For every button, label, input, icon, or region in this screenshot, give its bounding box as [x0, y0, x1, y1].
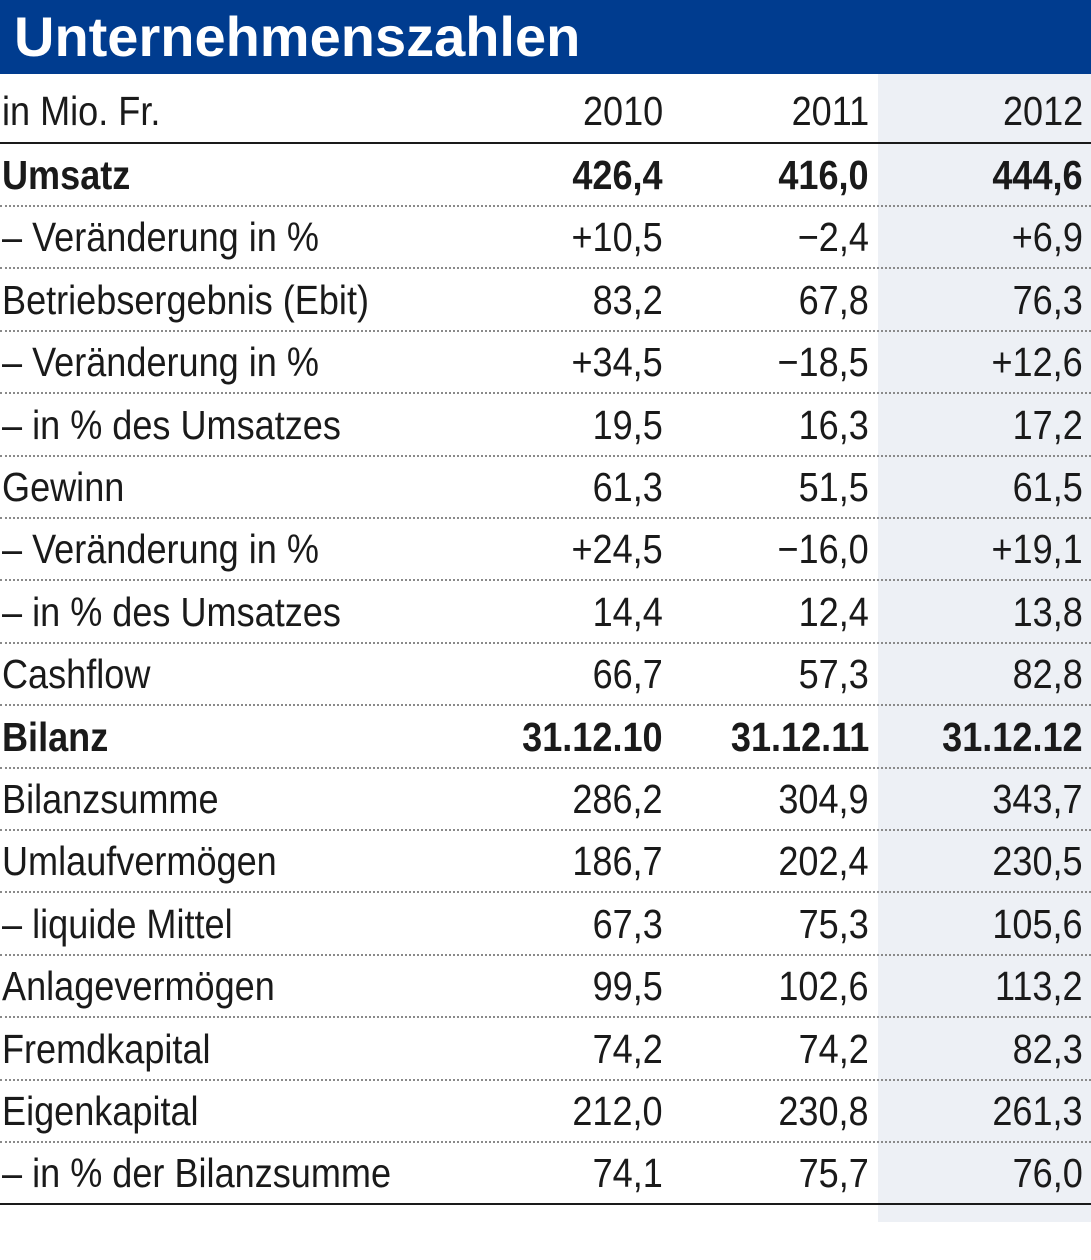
row-label: Cashflow: [2, 651, 151, 698]
row-value: +34,5: [571, 339, 663, 386]
row-value: 61,5: [1012, 464, 1083, 510]
row-value: +6,9: [1011, 214, 1083, 261]
row-label: – in % des Umsatzes: [2, 401, 341, 448]
row-value: +19,1: [991, 526, 1083, 573]
row-value: 31.12.10: [522, 713, 663, 760]
row-label: Betriebsergebnis (Ebit): [2, 276, 369, 323]
row-value: 66,7: [592, 651, 663, 698]
row-value: 343,7: [992, 776, 1083, 822]
row-value: 51,5: [798, 464, 869, 510]
row-value: 99,5: [592, 963, 663, 1010]
row-value: 12,4: [798, 588, 869, 635]
table-row: – Veränderung in % +10,5 −2,4 +6,9: [0, 206, 1091, 270]
row-value: +24,5: [571, 526, 663, 573]
table-row: – in % des Umsatzes 19,5 16,3 17,2: [0, 394, 1091, 457]
table-row: Eigenkapital 212,0 230,8 261,3: [0, 1080, 1091, 1143]
row-value: +10,5: [571, 214, 663, 261]
year-header: 2010: [582, 88, 663, 134]
row-value: 286,2: [572, 776, 663, 822]
table-row: Fremdkapital 74,2 74,2 82,3: [0, 1018, 1091, 1081]
table-row: – liquide Mittel 67,3 75,3 105,6: [0, 893, 1091, 956]
row-label: Fremdkapital: [2, 1025, 211, 1072]
table-header: in Mio. Fr. 2010 2011 2012: [0, 74, 1091, 144]
row-value: 74,1: [592, 1150, 663, 1197]
row-value: 105,6: [992, 900, 1083, 947]
row-value: 61,3: [592, 464, 663, 510]
row-label: Bilanz: [2, 713, 109, 760]
row-label: Umlaufvermögen: [2, 838, 277, 885]
row-value: 102,6: [778, 963, 869, 1010]
year-header: 2011: [791, 88, 869, 134]
row-label: Gewinn: [2, 464, 125, 510]
table-row: Bilanzsumme 286,2 304,9 343,7: [0, 768, 1091, 831]
row-value: 76,3: [1012, 276, 1083, 323]
title-bar: Unternehmenszahlen: [0, 0, 1091, 74]
row-label: Bilanzsumme: [2, 776, 219, 822]
table-row: Gewinn 61,3 51,5 61,5: [0, 456, 1091, 519]
row-value: 212,0: [572, 1088, 663, 1134]
row-value: +12,6: [991, 339, 1083, 386]
row-value: 67,3: [592, 900, 663, 947]
row-label: – Veränderung in %: [2, 214, 319, 261]
row-label: – Veränderung in %: [2, 526, 319, 573]
row-value: −2,4: [797, 214, 869, 261]
row-value: 31.12.12: [942, 713, 1083, 760]
row-value: 76,0: [1012, 1150, 1083, 1197]
table-row: Umlaufvermögen 186,7 202,4 230,5: [0, 830, 1091, 894]
table-row: Umsatz 426,4 416,0 444,6: [0, 144, 1091, 207]
row-value: 74,2: [798, 1025, 869, 1072]
row-value: 82,8: [1012, 651, 1083, 698]
table-row: – in % des Umsatzes 14,4 12,4 13,8: [0, 581, 1091, 644]
row-value: 83,2: [592, 276, 663, 323]
row-value: 304,9: [778, 776, 869, 822]
highlight-column-2012: [878, 74, 1091, 1222]
row-value: 444,6: [992, 152, 1083, 198]
year-header: 2012: [1002, 88, 1083, 134]
row-value: −16,0: [777, 526, 869, 573]
row-value: 82,3: [1012, 1025, 1083, 1072]
row-label: Eigenkapital: [2, 1088, 199, 1134]
row-value: 75,7: [798, 1150, 869, 1197]
row-value: 261,3: [992, 1088, 1083, 1134]
row-value: 16,3: [798, 401, 869, 448]
row-value: 426,4: [572, 152, 663, 198]
row-value: 416,0: [778, 152, 869, 198]
row-value: 14,4: [592, 588, 663, 635]
row-value: 31.12.11: [730, 713, 869, 760]
row-value: −18,5: [777, 339, 869, 386]
row-value: 202,4: [778, 838, 869, 885]
row-value: 57,3: [798, 651, 869, 698]
table-row: Betriebsergebnis (Ebit) 83,2 67,8 76,3: [0, 269, 1091, 332]
row-label: – in % des Umsatzes: [2, 588, 341, 635]
unit-label: in Mio. Fr.: [2, 88, 161, 134]
row-value: 17,2: [1012, 401, 1083, 448]
table-row: – Veränderung in % +24,5 −16,0 +19,1: [0, 518, 1091, 582]
table-row: Anlagevermögen 99,5 102,6 113,2: [0, 955, 1091, 1019]
table-row: – in % der Bilanzsumme 74,1 75,7 76,0: [0, 1142, 1091, 1206]
page-title: Unternehmenszahlen: [14, 5, 581, 68]
row-value: 230,5: [992, 838, 1083, 885]
row-value: 230,8: [778, 1088, 869, 1134]
row-value: 13,8: [1012, 588, 1083, 635]
table-row: – Veränderung in % +34,5 −18,5 +12,6: [0, 331, 1091, 395]
row-label: Anlagevermögen: [2, 963, 275, 1010]
row-value: 67,8: [798, 276, 869, 323]
row-label: Umsatz: [2, 152, 131, 198]
row-label: – Veränderung in %: [2, 339, 319, 386]
row-value: 74,2: [592, 1025, 663, 1072]
table-row: Bilanz 31.12.10 31.12.11 31.12.12: [0, 706, 1091, 769]
row-value: 113,2: [995, 963, 1083, 1010]
table-row: Cashflow 66,7 57,3 82,8: [0, 643, 1091, 707]
row-value: 19,5: [592, 401, 663, 448]
row-value: 75,3: [798, 900, 869, 947]
row-value: 186,7: [572, 838, 663, 885]
row-label: – in % der Bilanzsumme: [2, 1150, 392, 1197]
row-label: – liquide Mittel: [2, 900, 233, 947]
